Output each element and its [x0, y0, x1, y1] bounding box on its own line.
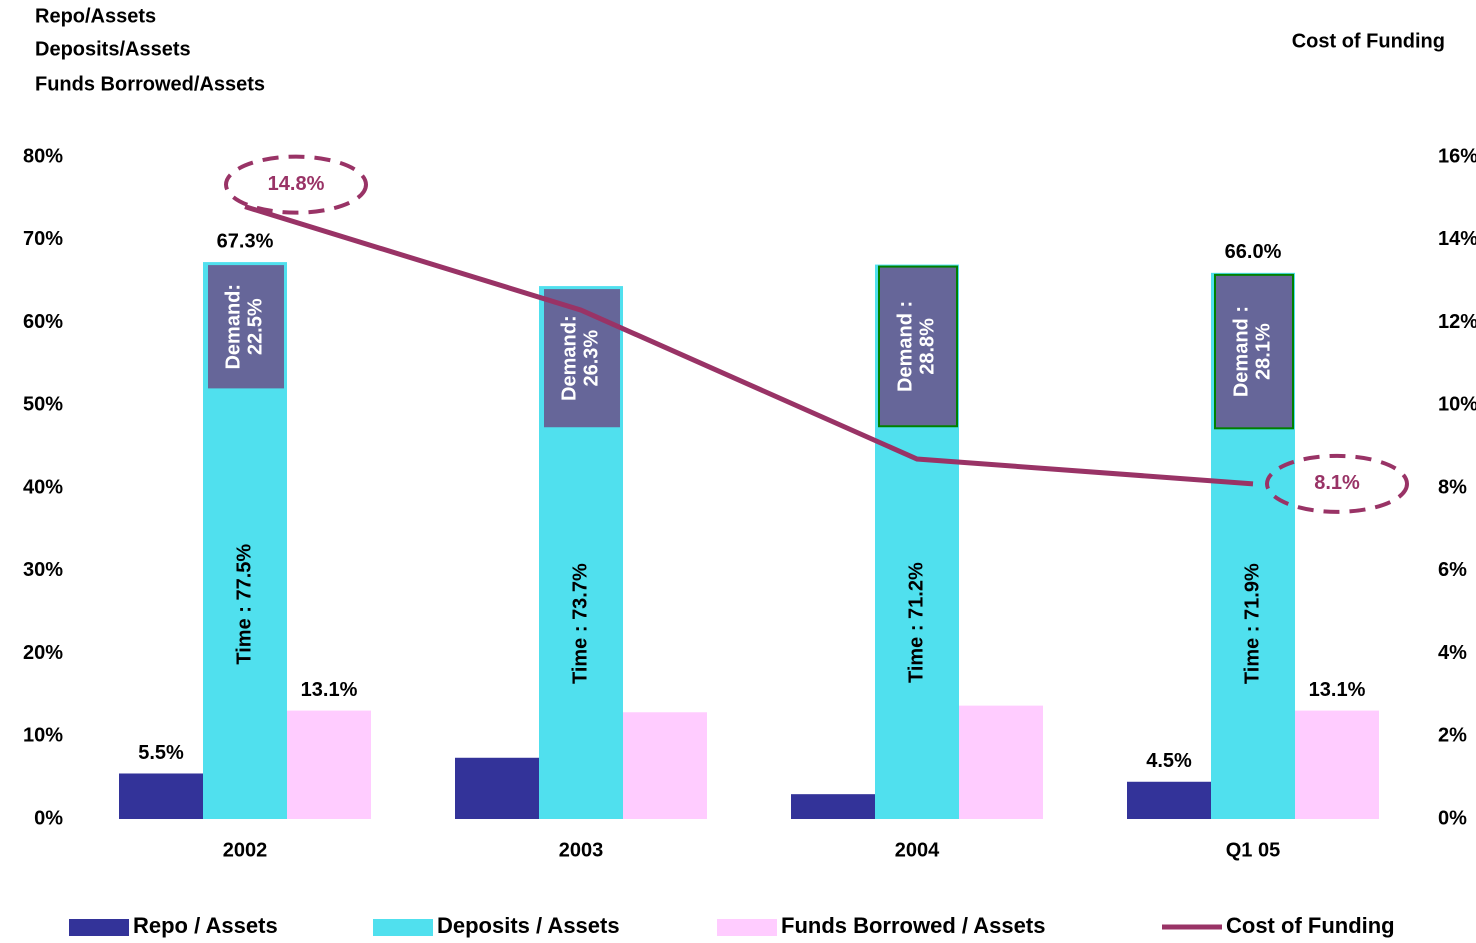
bar [959, 705, 1043, 819]
bar [287, 710, 371, 819]
demand-segment [1214, 273, 1294, 430]
left-title: Funds Borrowed/Assets [35, 73, 265, 95]
y2-tick-label: 6% [1438, 559, 1467, 581]
bar [455, 757, 539, 819]
bar-value-label: 4.5% [1146, 750, 1192, 772]
demand-label-value: 26.3% [580, 330, 602, 387]
demand-label: Demand :28.8% [894, 301, 938, 392]
right-title: Cost of Funding [1292, 30, 1445, 52]
label-ellipse [224, 154, 368, 215]
demand-label: Demand: 26.3% [558, 315, 602, 401]
y-tick-label: 60% [23, 311, 63, 333]
legend-swatch [69, 919, 129, 936]
y2-tick-label: 14% [1438, 228, 1476, 250]
time-label: Time : 77.5% [233, 544, 255, 665]
demand-label-name: Demand : [1230, 306, 1252, 397]
y-tick-label: 70% [23, 228, 63, 250]
left-title: Deposits/Assets [35, 38, 191, 60]
left-title: Repo/Assets [35, 5, 156, 27]
demand-segment [206, 263, 286, 391]
y2-tick-label: 4% [1438, 642, 1467, 664]
y-tick-label: 30% [23, 559, 63, 581]
demand-label-name: Demand: [558, 315, 580, 401]
y2-tick-label: 12% [1438, 311, 1476, 333]
time-label: Time : 73.7% [569, 563, 591, 684]
x-tick-label: 2004 [895, 839, 940, 861]
time-label: Time : 71.2% [905, 562, 927, 683]
demand-label-value: 28.8% [916, 318, 938, 375]
y-tick-label: 40% [23, 476, 63, 498]
y2-tick-label: 2% [1438, 725, 1467, 747]
legend-swatch [717, 919, 777, 936]
y-tick-label: 10% [23, 725, 63, 747]
bar-value-label: 67.3% [217, 230, 274, 252]
x-tick-label: Q1 05 [1226, 839, 1280, 861]
y2-tick-label: 10% [1438, 394, 1476, 416]
demand-label: Demand :28.1% [1230, 306, 1274, 397]
demand-label-name: Demand : [894, 301, 916, 392]
bar-value-label: 13.1% [301, 679, 358, 701]
y-tick-label: 0% [34, 807, 63, 829]
legend-label: Funds Borrowed / Assets [781, 913, 1045, 938]
y-tick-label: 80% [23, 145, 63, 167]
time-label: Time : 71.9% [1241, 563, 1263, 684]
bar [791, 794, 875, 819]
demand-label: Demand: 22.5% [222, 284, 266, 370]
bar [1295, 710, 1379, 819]
legend-label: Cost of Funding [1226, 913, 1395, 938]
y2-tick-label: 8% [1438, 476, 1467, 498]
y2-tick-label: 16% [1438, 145, 1476, 167]
bar-value-label: 66.0% [1225, 241, 1282, 263]
bar [119, 773, 203, 819]
legend-label: Repo / Assets [133, 913, 278, 938]
demand-label-value: 22.5% [244, 298, 266, 355]
demand-label-value: 28.1% [1252, 323, 1274, 380]
legend-swatch [373, 919, 433, 936]
bar-value-label: 5.5% [138, 742, 184, 764]
x-tick-label: 2003 [559, 839, 604, 861]
bar [1127, 781, 1211, 819]
x-tick-label: 2002 [223, 839, 268, 861]
y-tick-label: 20% [23, 642, 63, 664]
line-value-label: 8.1% [1314, 472, 1360, 494]
bar-value-label: 13.1% [1309, 679, 1366, 701]
demand-segment [878, 265, 958, 428]
line-value-label: 14.8% [268, 173, 325, 195]
y-tick-label: 50% [23, 394, 63, 416]
bar [623, 712, 707, 819]
line [244, 204, 1254, 487]
label-ellipse [1265, 453, 1409, 514]
y2-tick-label: 0% [1438, 807, 1467, 829]
legend-label: Deposits / Assets [437, 913, 620, 938]
demand-label-name: Demand: [222, 284, 244, 370]
